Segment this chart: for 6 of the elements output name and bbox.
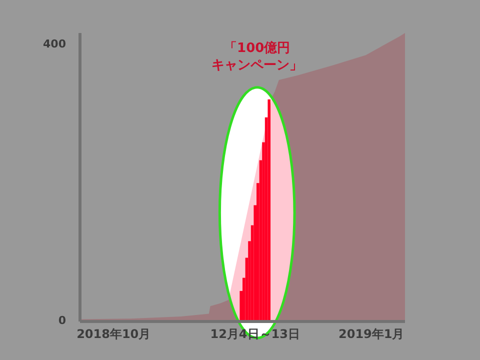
x-tick-label: 2018年10月 xyxy=(76,327,151,341)
y-tick-label: 400 xyxy=(43,37,66,50)
bar xyxy=(268,99,271,320)
x-tick-label: 2019年1月 xyxy=(338,327,404,341)
y-tick-label: 0 xyxy=(58,314,66,327)
annotation: 「100億円キャンペーン」 xyxy=(212,40,303,73)
